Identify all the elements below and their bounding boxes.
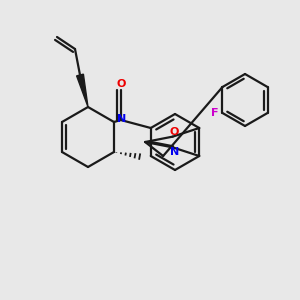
Polygon shape	[76, 74, 88, 107]
Text: N: N	[117, 114, 127, 124]
Text: O: O	[116, 79, 125, 89]
Text: O: O	[170, 127, 179, 137]
Text: N: N	[170, 147, 179, 157]
Text: F: F	[211, 108, 218, 118]
